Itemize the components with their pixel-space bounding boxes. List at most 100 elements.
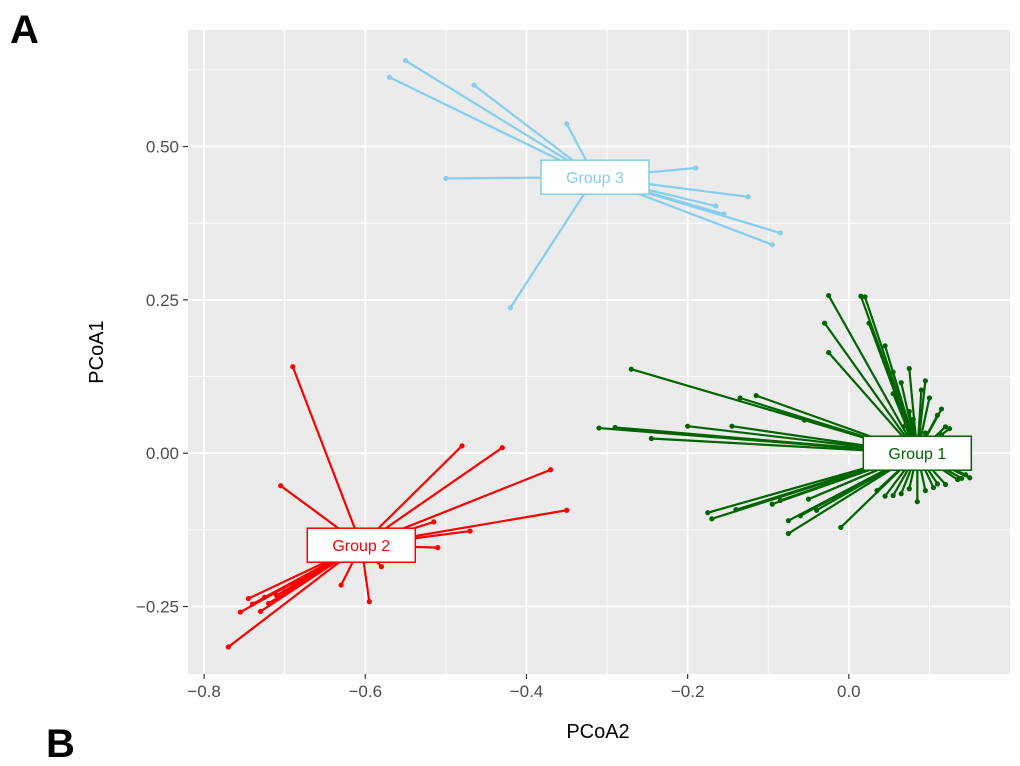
data-point (805, 496, 812, 502)
group-label: Group 3 (540, 159, 650, 195)
data-point (366, 599, 372, 605)
y-tick-label: −0.25 (136, 598, 179, 617)
data-point (890, 492, 896, 499)
data-point (777, 230, 783, 236)
data-point (866, 320, 872, 326)
data-point (459, 443, 465, 449)
spider-segment (823, 322, 919, 454)
group-label-text: Group 1 (888, 446, 946, 463)
data-point (898, 403, 904, 409)
group-label: Group 1 (862, 435, 973, 471)
data-point (237, 609, 243, 615)
data-point (261, 594, 268, 600)
data-point (435, 545, 441, 551)
data-point (265, 600, 272, 607)
data-point (769, 242, 775, 248)
data-point (282, 589, 288, 595)
data-point (826, 350, 832, 356)
data-point (507, 305, 513, 311)
data-point (914, 499, 920, 505)
data-point (685, 423, 691, 429)
data-point (862, 294, 868, 300)
data-point (959, 475, 965, 481)
data-point (801, 417, 808, 423)
axes: −0.8 −0.6 −0.4 −0.2 0.0 −0.25 0.00 0.25 0.50 (136, 138, 861, 701)
x-tick-label: −0.4 (510, 682, 544, 701)
data-point (705, 510, 711, 516)
data-point (922, 430, 928, 436)
data-point (838, 524, 844, 531)
data-point (386, 74, 393, 80)
data-point (274, 592, 280, 599)
spider-segment (509, 176, 596, 309)
data-point (225, 644, 231, 650)
y-tick-label: 0.25 (146, 291, 179, 310)
data-point (946, 426, 953, 432)
group-label-text: Group 2 (332, 538, 390, 555)
data-point (934, 412, 941, 418)
x-tick-label: 0.0 (837, 682, 861, 701)
data-point (648, 435, 654, 442)
data-point (910, 416, 916, 423)
data-point (963, 472, 969, 478)
data-point (564, 121, 570, 127)
data-point (813, 507, 820, 513)
panel-letter-a: A (10, 8, 39, 52)
data-point (431, 519, 437, 525)
y-tick-label: 0.50 (146, 138, 179, 157)
data-point (874, 488, 880, 494)
x-tick-label: −0.2 (671, 682, 705, 701)
data-point (338, 582, 344, 588)
data-point (713, 203, 719, 209)
data-point (290, 581, 296, 587)
data-point (930, 484, 937, 491)
data-point (955, 476, 961, 483)
spider-segment (291, 366, 363, 546)
data-point (290, 364, 296, 370)
y-axis-title: PCoA1 (86, 320, 108, 383)
data-point (826, 292, 832, 299)
data-point (777, 497, 783, 504)
group-label: Group 2 (306, 527, 417, 563)
data-point (471, 82, 477, 88)
group-label-box (862, 435, 973, 471)
data-point (564, 507, 570, 513)
data-point (729, 423, 735, 429)
data-point (938, 406, 945, 412)
data-point (596, 425, 602, 431)
data-point (890, 369, 896, 375)
data-point (612, 424, 618, 431)
data-point (822, 320, 828, 326)
data-point (249, 601, 256, 607)
data-point (906, 408, 912, 415)
data-point (922, 488, 928, 494)
data-point (733, 507, 739, 513)
data-point (745, 194, 751, 200)
data-point (797, 513, 804, 519)
y-tick-label: 0.00 (146, 444, 179, 463)
data-point (257, 608, 264, 615)
data-point (898, 380, 904, 386)
data-point (882, 343, 888, 349)
panel-letter-b: B (46, 722, 75, 766)
data-point (918, 387, 924, 393)
data-point (278, 483, 284, 489)
data-point (443, 175, 449, 182)
data-point (378, 564, 385, 570)
data-point (628, 366, 634, 372)
data-point (785, 518, 791, 524)
data-point (898, 491, 904, 497)
data-point (967, 475, 973, 481)
x-tick-label: −0.8 (187, 682, 221, 701)
data-point (721, 211, 727, 217)
data-point (922, 378, 928, 384)
data-point (769, 501, 775, 507)
data-point (499, 445, 505, 451)
data-point (737, 395, 743, 401)
group-label-box (540, 159, 650, 195)
data-point (858, 293, 864, 299)
data-point (934, 481, 941, 487)
data-point (693, 165, 699, 171)
group-label-box (306, 527, 417, 563)
data-point (245, 595, 252, 602)
